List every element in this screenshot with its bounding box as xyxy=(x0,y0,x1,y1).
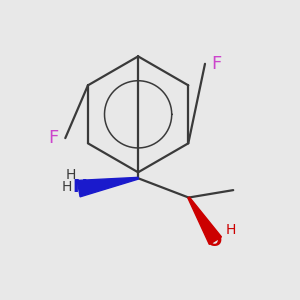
Text: H: H xyxy=(61,180,72,194)
Polygon shape xyxy=(188,197,221,244)
Polygon shape xyxy=(77,177,138,197)
Text: O: O xyxy=(206,232,221,250)
Text: F: F xyxy=(212,55,222,73)
Text: H: H xyxy=(66,168,76,182)
Text: F: F xyxy=(48,129,59,147)
Text: H: H xyxy=(226,223,236,237)
Text: N: N xyxy=(73,178,88,196)
